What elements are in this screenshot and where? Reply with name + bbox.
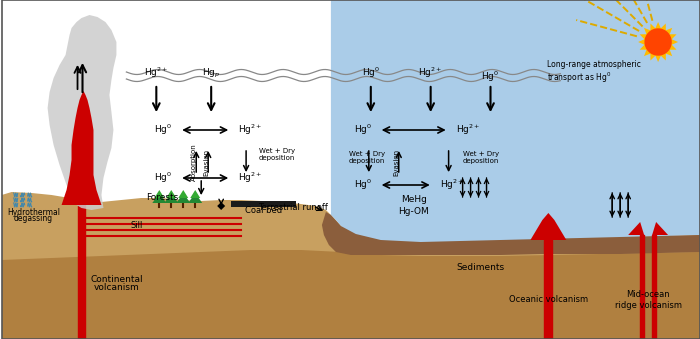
Text: Evasion: Evasion: [203, 148, 209, 176]
Text: Wet + Dry
deposition: Wet + Dry deposition: [349, 152, 385, 164]
Text: Hg$_p$: Hg$_p$: [202, 67, 220, 80]
Text: Wet + Dry
deposition: Wet + Dry deposition: [463, 152, 499, 164]
Polygon shape: [178, 190, 188, 198]
Text: Hg$^{2+}$: Hg$^{2+}$: [144, 66, 169, 80]
Text: Hg$^0$: Hg$^0$: [154, 123, 172, 137]
Text: volcanism: volcanism: [94, 283, 139, 293]
Text: Hg$^{2+}$: Hg$^{2+}$: [440, 178, 464, 192]
Text: Forests: Forests: [146, 194, 178, 202]
Text: Evasion: Evasion: [393, 148, 400, 176]
Polygon shape: [217, 202, 225, 210]
Text: Sediments: Sediments: [456, 263, 505, 273]
Text: Hg-OM: Hg-OM: [398, 207, 429, 217]
Circle shape: [645, 29, 671, 55]
Text: MeHg: MeHg: [401, 196, 426, 204]
Text: Hg$^0$: Hg$^0$: [354, 123, 372, 137]
Polygon shape: [638, 22, 678, 62]
Polygon shape: [331, 0, 700, 246]
Polygon shape: [48, 15, 116, 210]
Polygon shape: [652, 222, 668, 235]
Polygon shape: [322, 212, 700, 255]
Text: Hg$^{2+}$: Hg$^{2+}$: [238, 123, 262, 137]
Polygon shape: [1, 250, 700, 339]
Text: Sill: Sill: [130, 221, 143, 231]
Polygon shape: [164, 193, 178, 203]
Polygon shape: [188, 193, 202, 203]
Text: Oceanic volcanism: Oceanic volcanism: [509, 296, 588, 304]
Text: Terrestrial runoff: Terrestrial runoff: [258, 203, 328, 213]
Text: Hg$^0$: Hg$^0$: [154, 171, 172, 185]
Text: Hg$^0$: Hg$^0$: [362, 66, 380, 80]
Text: Continental: Continental: [90, 276, 143, 284]
Polygon shape: [154, 190, 164, 198]
Text: Hg$^0$: Hg$^0$: [482, 69, 500, 84]
Text: Coal bed: Coal bed: [244, 206, 281, 216]
Polygon shape: [153, 193, 167, 203]
Polygon shape: [190, 190, 200, 198]
Text: degassing: degassing: [14, 215, 53, 223]
Text: Hg$^{2+}$: Hg$^{2+}$: [238, 171, 262, 185]
Polygon shape: [531, 213, 566, 240]
Polygon shape: [167, 190, 176, 198]
Text: Hg$^{2+}$: Hg$^{2+}$: [456, 123, 480, 137]
Text: Wet + Dry
deposition: Wet + Dry deposition: [259, 148, 295, 161]
Polygon shape: [628, 222, 644, 235]
Polygon shape: [176, 193, 190, 203]
Polygon shape: [1, 192, 700, 339]
Text: Absorption: Absorption: [191, 143, 197, 181]
Polygon shape: [231, 201, 296, 207]
Text: Mid-ocean
ridge volcanism: Mid-ocean ridge volcanism: [615, 290, 682, 310]
Text: Hg$^{2+}$: Hg$^{2+}$: [419, 66, 443, 80]
Polygon shape: [62, 91, 102, 205]
Text: Hg$^0$: Hg$^0$: [354, 178, 372, 192]
Text: Hydrothermal: Hydrothermal: [7, 208, 60, 218]
Text: Long-range atmospheric
transport as Hg$^0$: Long-range atmospheric transport as Hg$^…: [547, 60, 641, 85]
